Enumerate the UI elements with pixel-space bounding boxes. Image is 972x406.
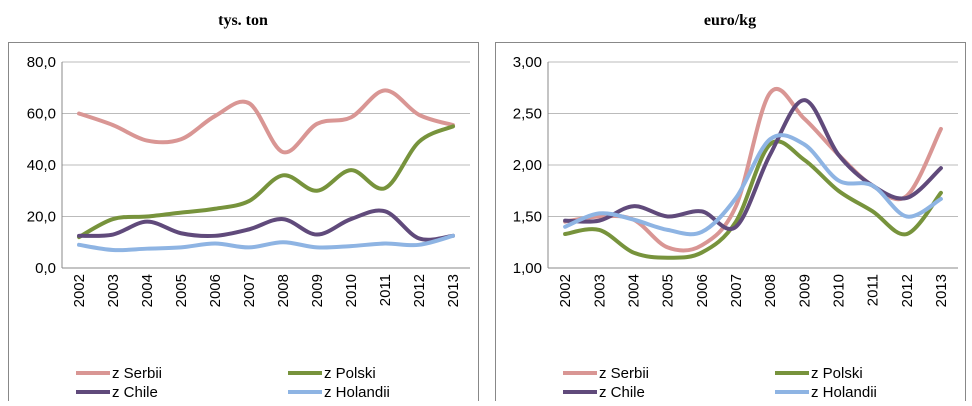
x-tick-label: 2008 [762,274,779,307]
legend-label: z Holandii [324,384,390,401]
panel-frame [495,42,966,406]
x-tick-label: 2004 [625,274,642,307]
chart-title: tys. ton [218,12,268,29]
y-tick-label: 0,0 [35,260,56,277]
x-tick-label: 2007 [728,274,745,307]
legend-label: z Chile [599,384,645,401]
series-line [563,139,943,260]
y-tick-label: 2,50 [513,106,542,123]
series-line [77,233,455,253]
x-tick-label: 2003 [105,274,122,307]
x-tick-label: 2010 [830,274,847,307]
y-tick-label: 60,0 [27,106,56,123]
x-tick-label: 2005 [660,274,677,307]
x-tick-label: 2004 [139,274,156,307]
x-tick-label: 2006 [207,274,224,307]
x-tick-label: 2002 [557,274,574,307]
y-tick-label: 1,50 [513,209,542,226]
x-tick-label: 2006 [694,274,711,307]
legend-label: z Serbii [599,365,649,382]
y-tick-label: 20,0 [27,209,56,226]
x-tick-label: 2011 [377,274,394,306]
x-tick-label: 2013 [445,274,462,307]
chart-title: euro/kg [704,12,756,29]
series-line [77,124,455,240]
series-line [77,88,455,155]
series-line [77,208,455,242]
x-tick-label: 2002 [71,274,88,307]
x-tick-label: 2007 [241,274,258,307]
x-tick-label: 2012 [411,274,428,307]
y-tick-label: 2,00 [513,157,542,174]
x-tick-label: 2003 [591,274,608,307]
x-tick-label: 2010 [343,274,360,307]
y-tick-label: 1,00 [513,260,542,277]
x-tick-label: 2011 [865,274,882,306]
x-tick-label: 2005 [173,274,190,307]
legend-label: z Serbii [112,365,162,382]
x-tick-label: 2008 [275,274,292,307]
y-tick-label: 3,00 [513,54,542,71]
x-tick-label: 2009 [309,274,326,307]
y-tick-label: 80,0 [27,54,56,71]
legend-label: z Chile [112,384,158,401]
series-line [563,133,943,237]
x-tick-label: 2012 [899,274,916,307]
legend-label: z Polski [811,365,863,382]
x-tick-label: 2009 [796,274,813,307]
x-tick-label: 2013 [933,274,950,307]
panel-frame [8,42,479,406]
legend-label: z Polski [324,365,376,382]
y-tick-label: 40,0 [27,157,56,174]
legend-label: z Holandii [811,384,877,401]
